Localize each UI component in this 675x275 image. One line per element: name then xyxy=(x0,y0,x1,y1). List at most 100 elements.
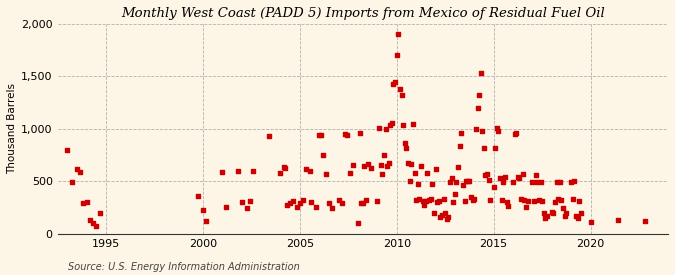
Point xyxy=(500,175,510,179)
Point xyxy=(91,223,102,228)
Point xyxy=(474,93,485,98)
Point xyxy=(433,199,444,204)
Point xyxy=(417,199,428,204)
Point xyxy=(95,211,105,215)
Point xyxy=(551,180,562,185)
Point xyxy=(388,82,399,86)
Point xyxy=(467,198,478,202)
Point xyxy=(540,216,551,220)
Point xyxy=(440,211,451,215)
Point xyxy=(466,195,477,199)
Point xyxy=(375,163,386,167)
Point xyxy=(344,171,355,175)
Point xyxy=(348,163,358,167)
Point xyxy=(520,204,531,209)
Point xyxy=(301,167,312,171)
Point xyxy=(389,79,400,84)
Point xyxy=(437,213,448,217)
Point xyxy=(294,201,305,206)
Point xyxy=(527,180,538,185)
Point xyxy=(427,181,437,186)
Point xyxy=(508,180,518,185)
Point xyxy=(410,198,421,202)
Point xyxy=(482,172,493,176)
Point xyxy=(320,172,331,176)
Point xyxy=(443,215,454,219)
Point xyxy=(533,198,544,202)
Point xyxy=(509,132,520,136)
Point xyxy=(566,180,576,185)
Point xyxy=(285,201,296,206)
Point xyxy=(406,161,416,166)
Point xyxy=(358,201,369,206)
Point xyxy=(512,175,523,179)
Point xyxy=(78,201,89,206)
Point xyxy=(241,205,252,210)
Point xyxy=(424,198,435,202)
Point xyxy=(217,170,227,174)
Point xyxy=(281,202,292,207)
Point xyxy=(438,197,449,202)
Point xyxy=(453,164,464,169)
Point xyxy=(278,164,289,169)
Point xyxy=(570,214,581,218)
Point xyxy=(498,180,509,185)
Point xyxy=(425,197,436,202)
Point xyxy=(479,146,489,150)
Point xyxy=(315,133,326,138)
Point xyxy=(451,180,462,185)
Point xyxy=(381,163,392,168)
Point xyxy=(298,198,308,202)
Point xyxy=(323,201,334,206)
Point xyxy=(516,197,526,202)
Point xyxy=(395,87,406,91)
Point xyxy=(67,180,78,185)
Point xyxy=(445,180,456,185)
Point xyxy=(567,197,578,202)
Point xyxy=(585,220,596,225)
Point xyxy=(337,201,348,206)
Point xyxy=(373,126,384,130)
Point xyxy=(275,171,286,175)
Point xyxy=(359,163,370,168)
Point xyxy=(84,218,95,222)
Point xyxy=(236,200,247,205)
Point xyxy=(354,131,365,135)
Point xyxy=(640,219,651,224)
Point xyxy=(531,173,541,177)
Point xyxy=(201,219,212,224)
Point xyxy=(396,93,407,98)
Point xyxy=(456,131,466,135)
Point xyxy=(401,146,412,150)
Point xyxy=(485,198,495,202)
Point xyxy=(491,126,502,130)
Point xyxy=(408,122,418,126)
Point xyxy=(264,134,275,139)
Point xyxy=(431,200,442,205)
Point xyxy=(480,173,491,177)
Point xyxy=(488,185,499,189)
Point xyxy=(435,215,446,219)
Point xyxy=(546,210,557,214)
Point xyxy=(340,132,350,136)
Point xyxy=(461,179,472,184)
Point xyxy=(548,211,559,215)
Point xyxy=(459,199,470,204)
Point xyxy=(470,127,481,131)
Point xyxy=(558,205,568,210)
Point xyxy=(380,127,391,131)
Point xyxy=(538,211,549,215)
Point xyxy=(314,133,325,138)
Point xyxy=(385,123,396,127)
Point xyxy=(192,194,203,198)
Point xyxy=(454,144,465,148)
Point xyxy=(342,133,352,138)
Point xyxy=(398,123,408,127)
Point xyxy=(576,211,587,215)
Point xyxy=(532,180,543,185)
Point xyxy=(613,218,624,222)
Point xyxy=(402,160,413,165)
Point xyxy=(496,198,507,202)
Point xyxy=(541,214,552,218)
Point xyxy=(561,211,572,215)
